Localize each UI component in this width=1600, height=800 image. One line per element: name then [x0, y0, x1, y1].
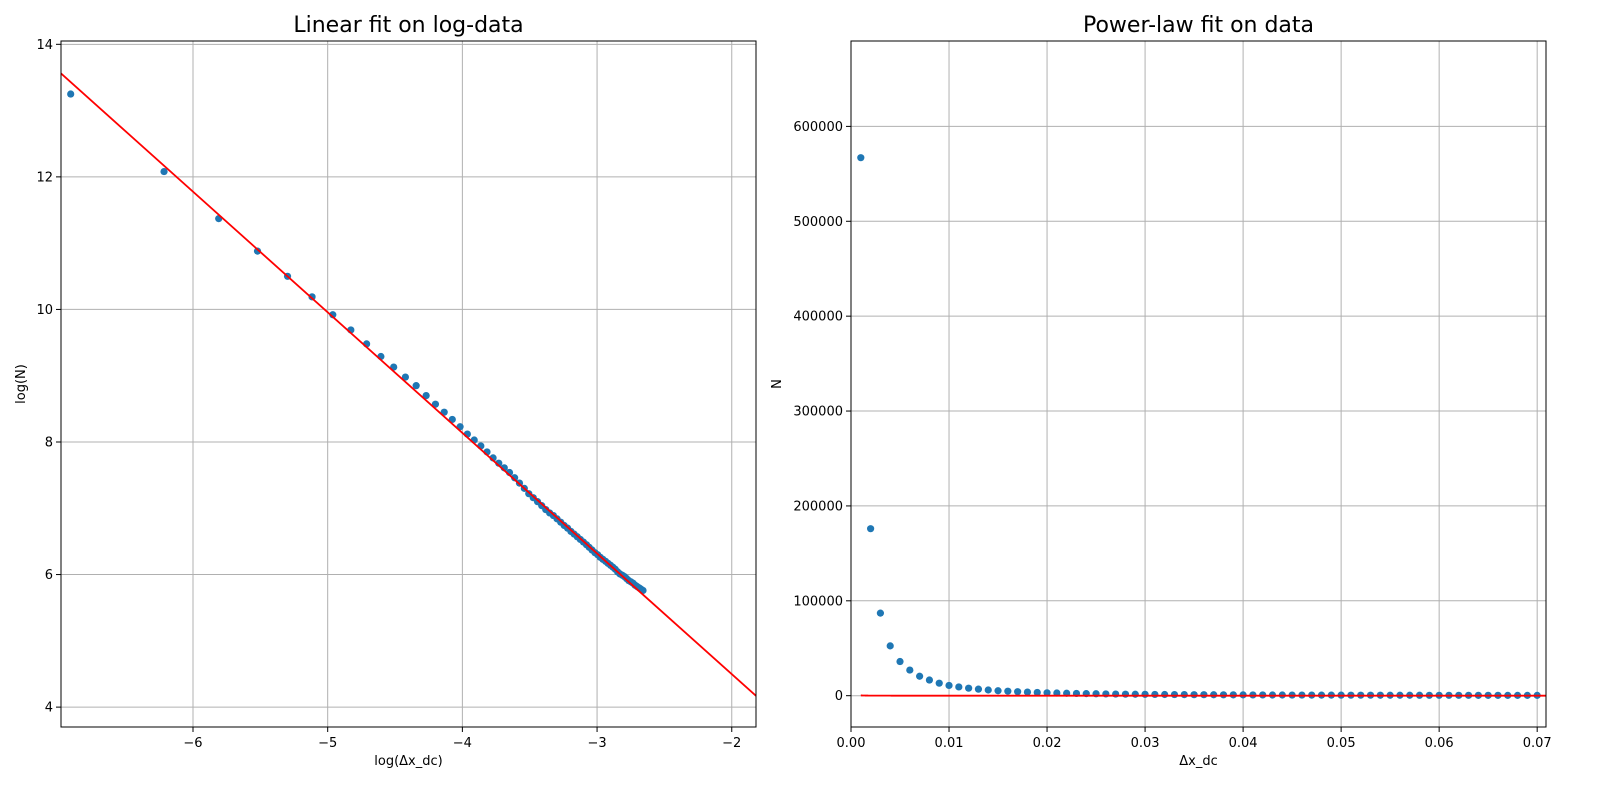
left-data-point — [253, 247, 262, 255]
right-x-tick-label: 0.03 — [1131, 736, 1160, 751]
left-y-tick-label: 4 — [45, 701, 53, 716]
left-plot: −6 −5 −4 −3 −2 4 6 8 10 12 14 Linear fit on log-da… — [14, 13, 757, 769]
right-data-point — [925, 676, 934, 684]
left-data-point — [160, 167, 168, 176]
left-plot-frame — [60, 40, 757, 728]
left-data-point — [511, 474, 519, 482]
left-x-tick-label: −2 — [722, 736, 741, 751]
right-data-point — [1004, 687, 1012, 695]
left-y-tick-label: 14 — [36, 38, 53, 53]
right-plot-frame — [850, 40, 1547, 728]
left-y-tick-label: 8 — [45, 435, 53, 450]
right-data-point — [886, 642, 894, 650]
right-data-point — [916, 672, 924, 680]
right-data-point — [1190, 691, 1198, 699]
right-x-tick-label: 0.06 — [1425, 736, 1454, 751]
right-data-point — [1161, 690, 1169, 699]
right-data-point — [857, 154, 865, 162]
left-grid — [61, 41, 756, 727]
left-data-point — [67, 90, 75, 98]
left-data-point — [401, 373, 410, 381]
right-y-tick-label: 300000 — [793, 405, 843, 420]
right-y-tick-label: 400000 — [793, 310, 843, 325]
left-x-tick-label: −5 — [318, 736, 337, 751]
left-data-point — [308, 293, 316, 301]
left-x-tick-label: −3 — [587, 736, 606, 751]
right-data-point — [965, 684, 973, 692]
left-fit-line — [61, 72, 756, 697]
right-data-point — [1131, 690, 1139, 698]
right-plot: 0.00 0.01 0.02 0.03 0.04 0.05 0.06 0.07 0 100000 2… — [770, 13, 1552, 769]
right-data-point — [1210, 691, 1218, 699]
right-data-point — [867, 525, 875, 533]
right-y-tick-label: 100000 — [793, 594, 843, 609]
left-y-tick-label: 6 — [45, 568, 53, 583]
left-y-tick-label: 10 — [36, 303, 53, 318]
left-data-point — [329, 311, 337, 319]
right-data-point — [1141, 690, 1149, 698]
right-y-axis-label: N — [770, 379, 785, 389]
right-y-tick-label: 500000 — [793, 215, 843, 230]
left-x-tick-label: −6 — [183, 736, 202, 751]
right-data-point — [1023, 688, 1032, 696]
right-x-tick-label: 0.05 — [1327, 736, 1356, 751]
right-data-point — [1033, 688, 1041, 697]
right-data-point — [974, 685, 983, 693]
left-y-axis-label: log(N) — [14, 364, 29, 404]
right-marks — [857, 154, 1546, 699]
right-y-tick-label: 0 — [835, 689, 843, 704]
right-data-point — [1170, 690, 1179, 699]
right-y-tick-label: 200000 — [793, 499, 843, 514]
left-x-tick-label: −4 — [453, 736, 472, 751]
right-ticks: 0.00 0.01 0.02 0.03 0.04 0.05 0.06 0.07 0 100000 2… — [793, 120, 1551, 751]
right-data-point — [1014, 688, 1022, 696]
right-data-point — [955, 683, 963, 691]
right-data-point — [1121, 690, 1130, 698]
left-data-point — [412, 382, 420, 390]
right-x-axis-label: Δx_dc — [1179, 754, 1218, 769]
right-x-tick-label: 0.01 — [935, 736, 964, 751]
right-data-point — [1151, 690, 1159, 699]
right-data-point — [906, 666, 914, 674]
right-x-tick-label: 0.07 — [1523, 736, 1552, 751]
right-data-point — [876, 609, 885, 617]
right-data-point — [935, 679, 943, 687]
right-x-tick-label: 0.02 — [1033, 736, 1062, 751]
left-marks — [61, 72, 756, 697]
left-ticks: −6 −5 −4 −3 −2 4 6 8 10 12 14 — [36, 38, 741, 751]
right-x-tick-label: 0.04 — [1229, 736, 1258, 751]
right-x-tick-label: 0.00 — [837, 736, 866, 751]
right-data-point — [945, 681, 953, 690]
right-data-point — [1200, 691, 1208, 699]
right-data-point — [896, 657, 904, 666]
right-y-tick-label: 600000 — [793, 120, 843, 135]
left-y-tick-label: 12 — [36, 170, 53, 185]
right-chart-title: Power-law fit on data — [1083, 13, 1314, 38]
right-data-point — [1043, 689, 1051, 697]
right-data-point — [984, 686, 992, 694]
left-data-point — [422, 391, 430, 400]
right-data-point — [1180, 691, 1188, 699]
right-data-point — [994, 687, 1002, 695]
left-chart-title: Linear fit on log-data — [293, 13, 523, 38]
left-x-axis-label: log(Δx_dc) — [374, 754, 442, 769]
